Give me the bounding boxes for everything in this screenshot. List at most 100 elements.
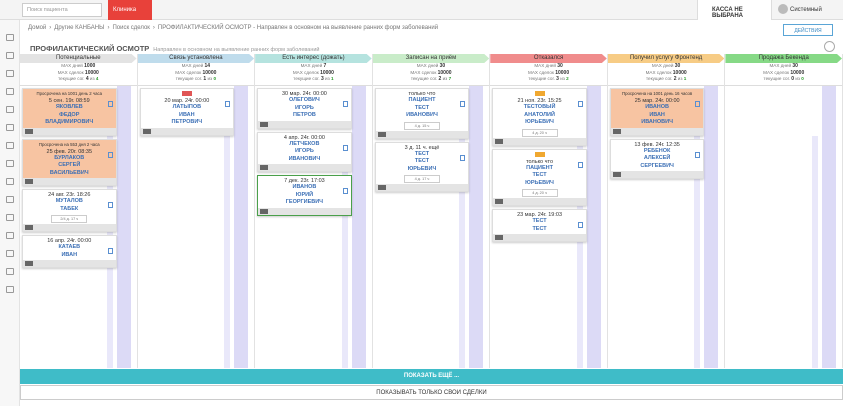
breadcrumb[interactable]: Поиск сделок bbox=[104, 25, 149, 31]
deal-card[interactable]: 13 фев. 24г. 12:35 РЕБЕНОК АЛЕКСЕЙ СЕРГЕЕВИ… bbox=[609, 138, 705, 179]
copy-icon[interactable] bbox=[460, 154, 466, 161]
footer-icon[interactable] bbox=[377, 131, 386, 137]
deal-card[interactable]: 30 мар. 24г. 00:00 ОЛЕГОВИЧ ИГОРЬ ПЕТРОВ bbox=[257, 88, 352, 129]
copy-icon[interactable] bbox=[695, 151, 701, 158]
nav-icon[interactable] bbox=[6, 268, 14, 275]
column-header: Отказался bbox=[490, 54, 607, 63]
footer-icon[interactable] bbox=[495, 199, 504, 204]
nav-icon[interactable] bbox=[6, 142, 14, 149]
status-badge bbox=[534, 91, 545, 96]
nav-icon[interactable] bbox=[6, 70, 14, 77]
copy-icon[interactable] bbox=[107, 202, 113, 208]
only-mine-button[interactable]: ПОКАЗЫВАТЬ ТОЛЬКО СВОИ СДЕЛКИ bbox=[20, 385, 843, 400]
patient-name: ВЛАДИМИРОВИЧ bbox=[45, 119, 94, 125]
column: Связь установлена МАХ дней 14 МАХ сделок 1… bbox=[137, 54, 256, 368]
copy-icon[interactable] bbox=[577, 101, 583, 107]
stat-label: из bbox=[795, 76, 801, 81]
deal-card[interactable]: 7 дек. 23г. 17:03 ИВАНОВ ЮРИЙ ГЕОРГИЕВИЧ bbox=[257, 175, 352, 216]
breadcrumb[interactable]: Домой bbox=[28, 25, 47, 31]
patient-name: ЯКОВЛЕВ bbox=[55, 104, 83, 110]
breadcrumb[interactable]: Другие КАНБАНЫ bbox=[46, 25, 104, 31]
footer-icon[interactable] bbox=[25, 179, 33, 184]
subtitle: Направлен в основном на выявление ранних… bbox=[153, 47, 320, 53]
copy-icon[interactable] bbox=[225, 101, 231, 107]
nav-icon[interactable] bbox=[6, 196, 14, 203]
deal-card[interactable]: 4 апр. 24г. 00:00 ЛЕТЧЕКОВ ИГОРЬ ИВАНОВИЧ bbox=[257, 131, 352, 172]
footer-icon[interactable] bbox=[25, 261, 33, 266]
breadcrumbs: ДомойДругие КАНБАНЫПоиск сделокПРОФИЛАКТ… bbox=[28, 25, 438, 31]
deal-card[interactable]: 3 д. 11 ч. ещё ТЕСТ ТЕСТ ЮРЬЕВИЧ 4 д. 17 ч bbox=[374, 141, 470, 192]
nav-icon[interactable] bbox=[6, 250, 14, 257]
cash-button[interactable]: КАССА НЕ ВЫБРАНА bbox=[697, 0, 772, 20]
footer-icon[interactable] bbox=[495, 138, 504, 144]
actions-button[interactable]: ДЕЙСТВИЯ bbox=[783, 24, 833, 36]
deal-card[interactable]: 21 ноя. 23г. 15:25 ТЕСТОВЫЙ АНАТОЛИЙ ЮРЬЕВИ… bbox=[492, 88, 587, 146]
show-more-button[interactable]: ПОКАЗАТЬ ЕЩЁ ... bbox=[20, 369, 843, 384]
footer-icon[interactable] bbox=[260, 208, 269, 214]
footer-icon[interactable] bbox=[495, 235, 504, 240]
deal-card[interactable]: только что ПАЦИЕНТ ТЕСТ ЮРЬЕВИЧ 4 д. 20 ч bbox=[492, 148, 587, 206]
scroll-stripe bbox=[704, 86, 719, 368]
user-menu[interactable]: Системный bbox=[790, 7, 822, 13]
patient-name: ТЕСТ bbox=[532, 218, 547, 224]
deal-card[interactable]: 20 мар. 24г. 00:00 ЛАТЫПОВ ИВАН ПЕТРОВИЧ bbox=[139, 88, 235, 136]
footer-icon[interactable] bbox=[612, 128, 621, 134]
nav-icon[interactable] bbox=[6, 106, 14, 113]
footer-icon[interactable] bbox=[612, 172, 621, 177]
deal-date: 7 дек. 23г. 17:03 bbox=[284, 178, 325, 184]
footer-icon[interactable] bbox=[377, 185, 386, 190]
footer-icon[interactable] bbox=[142, 128, 151, 134]
copy-icon[interactable] bbox=[577, 222, 583, 228]
patient-name: СЕРГЕЕВИЧ bbox=[640, 162, 674, 169]
copy-icon[interactable] bbox=[342, 144, 348, 151]
expand-button[interactable] bbox=[824, 41, 835, 52]
nav-icon[interactable] bbox=[6, 88, 14, 95]
scroll-stripe bbox=[469, 86, 484, 368]
deal-card[interactable]: 23 мар. 24г. 19:03 ТЕСТ ТЕСТ bbox=[492, 209, 587, 242]
deal-card[interactable]: 24 авг. 23г. 18:26 МУТАЛОВ ТАБЕК 2/4 д. 17 … bbox=[22, 189, 117, 232]
scroll-stripe bbox=[116, 86, 131, 368]
copy-icon[interactable] bbox=[342, 188, 348, 194]
deal-card[interactable]: Просрочена на 553 дня 2 часа 25 фев. 20г.… bbox=[22, 138, 117, 186]
patient-name: СЕРГЕЙ bbox=[58, 162, 81, 168]
copy-icon[interactable] bbox=[107, 101, 113, 107]
footer-icon[interactable] bbox=[260, 165, 269, 170]
stat-deals: МАХ сделок 10000 bbox=[725, 70, 842, 77]
nav-icon[interactable] bbox=[6, 214, 14, 221]
patient-name: КАТАЕВ bbox=[58, 244, 81, 250]
deal-date: 4 апр. 24г. 00:00 bbox=[283, 134, 325, 141]
copy-icon[interactable] bbox=[107, 248, 113, 254]
deal-card[interactable]: только что ПАЦИЕНТ ТЕСТ ИВАНОВИЧ 4 д. 15 ч bbox=[374, 88, 470, 139]
copy-icon[interactable] bbox=[695, 101, 701, 107]
copy-icon[interactable] bbox=[577, 161, 583, 168]
footer-icon[interactable] bbox=[25, 225, 33, 230]
nav-icon[interactable] bbox=[6, 178, 14, 185]
deal-card[interactable]: 16 апр. 24г. 00:00 КАТАЕВ ИВАН bbox=[22, 235, 117, 268]
deal-card[interactable]: Просрочена на 1001 день 2 часа 5 сен. 19г… bbox=[22, 88, 117, 136]
patient-name: ИВАНОВ bbox=[645, 104, 670, 110]
timer: 4 д. 15 ч bbox=[403, 121, 440, 130]
stat-label: МАХ сделок bbox=[763, 69, 790, 75]
clinic-button[interactable]: Клиника bbox=[108, 0, 152, 20]
stat-value: 0 bbox=[791, 76, 795, 82]
patient-name: БУРЛАКОВ bbox=[54, 154, 85, 161]
stat-current: текущие сог. 4 из 4 bbox=[20, 76, 137, 83]
copy-icon[interactable] bbox=[107, 151, 113, 158]
nav-icon[interactable] bbox=[6, 160, 14, 167]
copy-icon[interactable] bbox=[342, 101, 348, 107]
stat-label: из bbox=[325, 76, 330, 81]
nav-icon[interactable] bbox=[6, 52, 14, 59]
copy-icon[interactable] bbox=[460, 101, 466, 107]
deal-card[interactable]: Просрочена на 1001 день 16 часов 25 мар. … bbox=[609, 88, 705, 136]
column-header: Продажа Бекенда bbox=[725, 54, 842, 63]
nav-icon[interactable] bbox=[6, 34, 14, 41]
stat-label: МАХ дней bbox=[651, 63, 674, 68]
column: Получил услугу Фронтенд МАХ дней 30 МАХ сд… bbox=[607, 54, 726, 368]
search-input[interactable]: Поиск пациента bbox=[22, 3, 102, 17]
nav-icon[interactable] bbox=[6, 286, 14, 293]
nav-icon[interactable] bbox=[6, 232, 14, 239]
footer-icon[interactable] bbox=[25, 128, 33, 134]
stat-value: 1 bbox=[203, 76, 207, 82]
nav-icon[interactable] bbox=[6, 124, 14, 131]
footer-icon[interactable] bbox=[260, 121, 269, 127]
